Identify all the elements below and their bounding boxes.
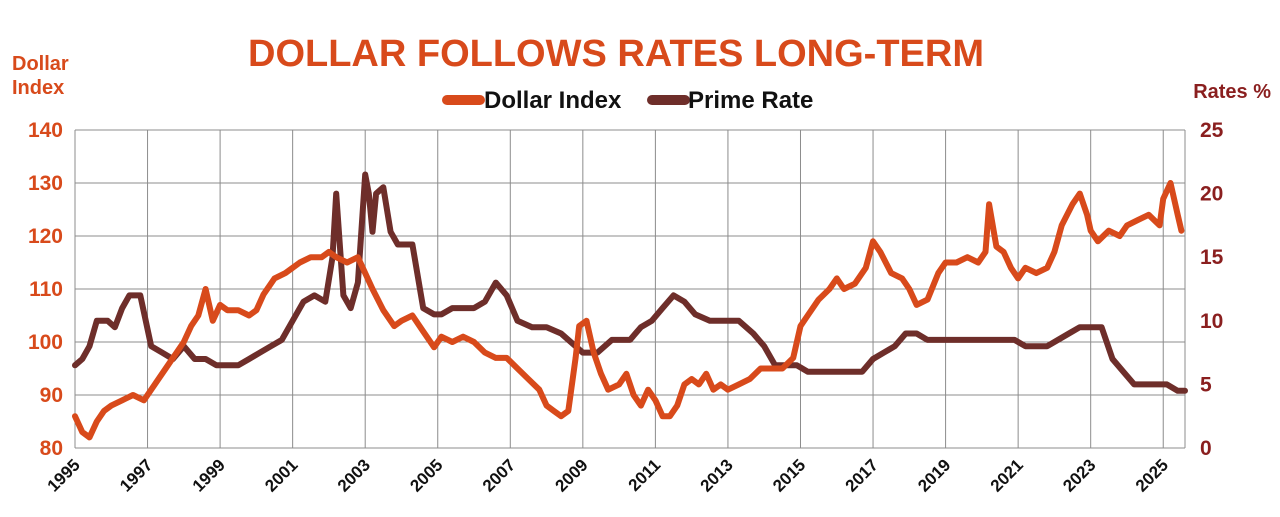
y-right-tick-label: 20 <box>1200 183 1223 206</box>
legend: Dollar Index Prime Rate <box>442 87 813 114</box>
y-left-tick-label: 100 <box>28 331 63 354</box>
y-right-tick-label: 25 <box>1200 119 1224 142</box>
x-tick-label: 2011 <box>625 455 665 495</box>
x-tick-label: 2025 <box>1132 455 1172 495</box>
y-left-tick-label: 80 <box>40 437 63 460</box>
x-tick-label: 2023 <box>1059 455 1099 495</box>
series-lines <box>72 171 1188 441</box>
x-tick-label: 2007 <box>479 455 519 495</box>
legend-dollar-label: Dollar Index <box>484 87 622 114</box>
x-tick-label: 2019 <box>914 455 954 495</box>
x-tick-label: 2015 <box>769 455 809 495</box>
legend-prime-label: Prime Rate <box>688 87 813 114</box>
y-left-tick-label: 130 <box>28 172 63 195</box>
y-left-tick-label: 140 <box>28 119 63 142</box>
right-axis-title: Rates % <box>1193 81 1271 103</box>
left-axis-title-line: Dollar <box>12 53 69 75</box>
y-left-tick-label: 90 <box>40 384 63 407</box>
y-right-tick-label: 15 <box>1200 246 1224 269</box>
x-tick-label: 1997 <box>116 455 156 495</box>
x-tick-label: 1999 <box>189 455 229 495</box>
x-tick-label: 2017 <box>842 455 882 495</box>
y-right-tick-label: 10 <box>1200 310 1223 333</box>
gridlines <box>74 129 1186 449</box>
x-tick-label: 2003 <box>334 455 374 495</box>
y-right-tick-label: 5 <box>1200 373 1212 396</box>
left-axis-title: Dollar Index <box>12 53 69 99</box>
y-right-tick-label: 0 <box>1200 437 1212 460</box>
x-tick-label: 2013 <box>697 455 737 495</box>
x-tick-label: 2005 <box>406 455 446 495</box>
y-left-tick-label: 110 <box>29 278 63 301</box>
x-tick-label: 1995 <box>44 455 84 495</box>
chart-title: DOLLAR FOLLOWS RATES LONG-TERM <box>248 33 984 75</box>
y-left-tick-label: 120 <box>28 225 63 248</box>
left-axis-title-line: Index <box>12 77 64 99</box>
x-tick-label: 2001 <box>261 455 301 495</box>
x-tick-label: 2021 <box>987 455 1027 495</box>
dollar-index-line <box>72 180 1185 441</box>
x-tick-label: 2009 <box>551 455 591 495</box>
